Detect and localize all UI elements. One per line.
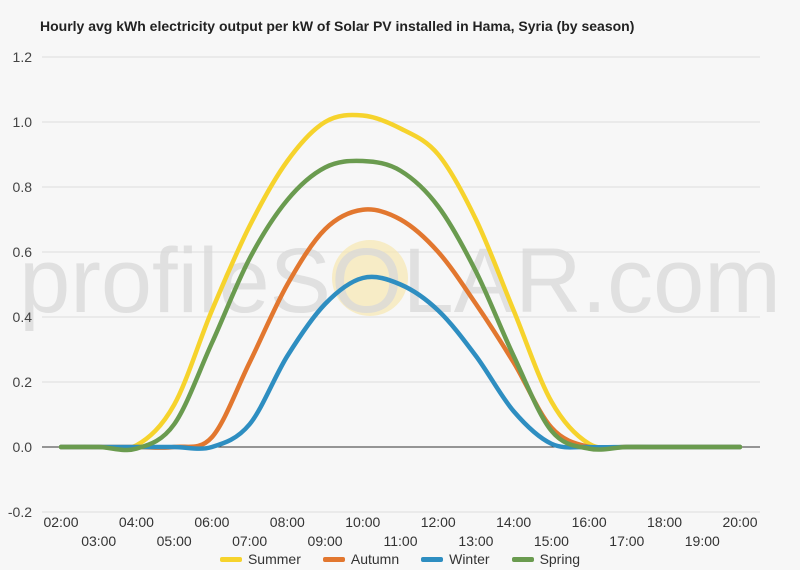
legend-item-winter: Winter: [421, 549, 489, 569]
y-tick-label: 0.2: [13, 374, 33, 390]
x-tick-label: 08:00: [270, 514, 305, 530]
y-tick-label: 1.0: [13, 114, 33, 130]
x-tick-label: 19:00: [685, 533, 720, 549]
x-tick-label: 07:00: [232, 533, 267, 549]
x-tick-label: 09:00: [308, 533, 343, 549]
x-tick-label: 16:00: [572, 514, 607, 530]
x-tick-label: 17:00: [609, 533, 644, 549]
x-tick-label: 18:00: [647, 514, 682, 530]
legend-label: Spring: [540, 551, 580, 567]
watermark-text: profileSOLAR.com: [19, 230, 781, 332]
x-tick-label: 10:00: [345, 514, 380, 530]
y-tick-label: 0.0: [13, 439, 33, 455]
x-tick-label: 06:00: [194, 514, 229, 530]
y-tick-label: 0.6: [13, 244, 33, 260]
legend-swatch: [512, 557, 534, 562]
x-tick-label: 05:00: [157, 533, 192, 549]
x-tick-label: 02:00: [43, 514, 78, 530]
legend-label: Autumn: [351, 551, 399, 567]
legend-swatch: [323, 557, 345, 562]
legend-item-autumn: Autumn: [323, 549, 399, 569]
y-tick-label: -0.2: [8, 504, 32, 520]
legend-item-summer: Summer: [220, 549, 301, 569]
y-tick-label: 0.4: [13, 309, 33, 325]
legend-label: Summer: [248, 551, 301, 567]
legend-label: Winter: [449, 551, 489, 567]
x-tick-label: 15:00: [534, 533, 569, 549]
x-tick-label: 11:00: [384, 533, 418, 549]
x-tick-label: 13:00: [458, 533, 493, 549]
legend-swatch: [421, 557, 443, 562]
chart-legend: Summer Autumn Winter Spring: [0, 549, 800, 569]
y-tick-label: 0.8: [13, 179, 33, 195]
x-tick-label: 03:00: [81, 533, 116, 549]
legend-item-spring: Spring: [512, 549, 580, 569]
x-tick-label: 04:00: [119, 514, 154, 530]
x-tick-label: 12:00: [421, 514, 456, 530]
x-tick-label: 14:00: [496, 514, 531, 530]
x-tick-label: 20:00: [722, 514, 757, 530]
legend-swatch: [220, 557, 242, 562]
y-tick-label: 1.2: [13, 49, 33, 65]
